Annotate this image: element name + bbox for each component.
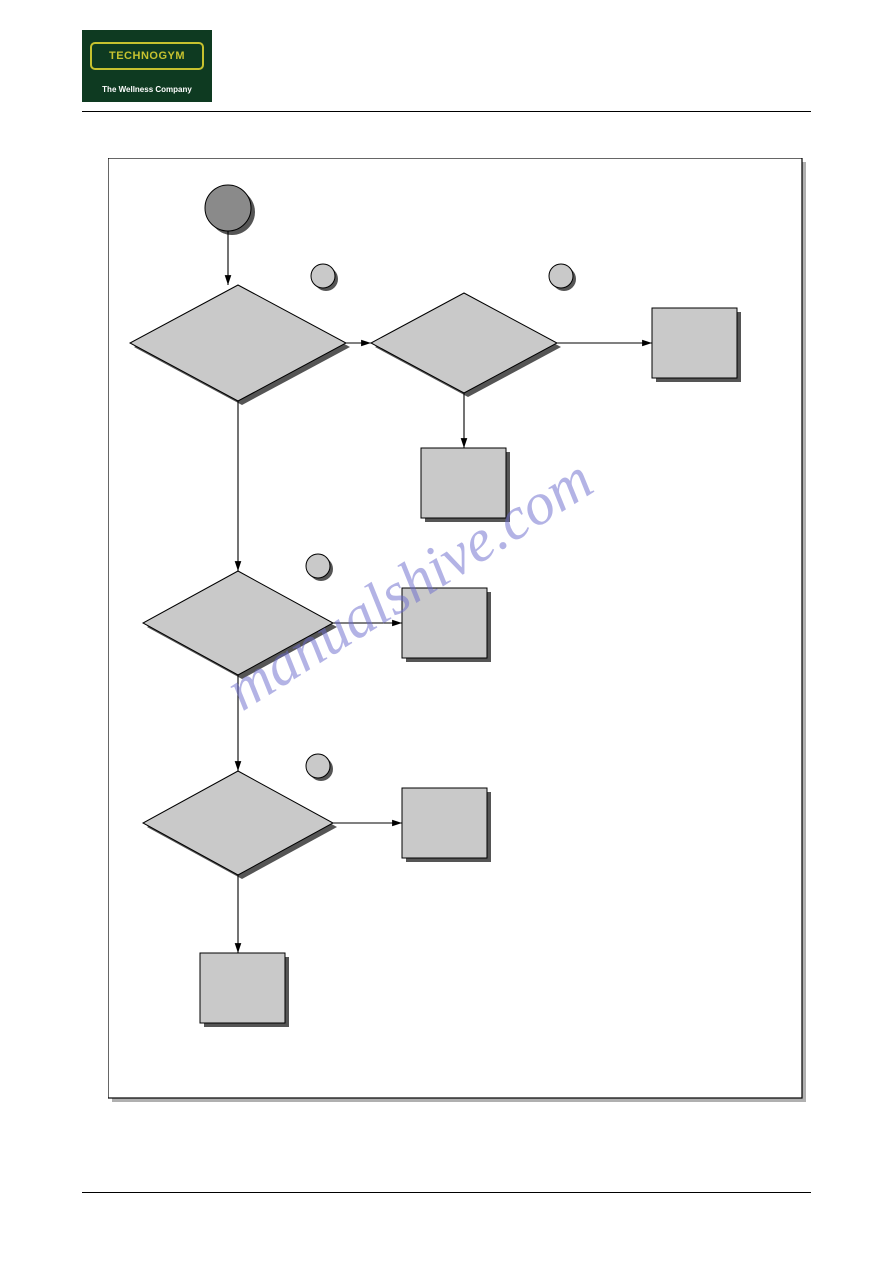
- brand-name-text: TECHNOGYM: [92, 44, 202, 68]
- header-rule: [82, 111, 811, 112]
- brand-name-box: TECHNOGYM: [92, 44, 202, 68]
- brand-logo: TECHNOGYM The Wellness Company: [82, 30, 212, 102]
- brand-tagline: The Wellness Company: [82, 85, 212, 94]
- flowchart-frame: [108, 158, 808, 1109]
- footer-rule: [82, 1192, 811, 1193]
- flowchart-svg: [108, 158, 808, 1104]
